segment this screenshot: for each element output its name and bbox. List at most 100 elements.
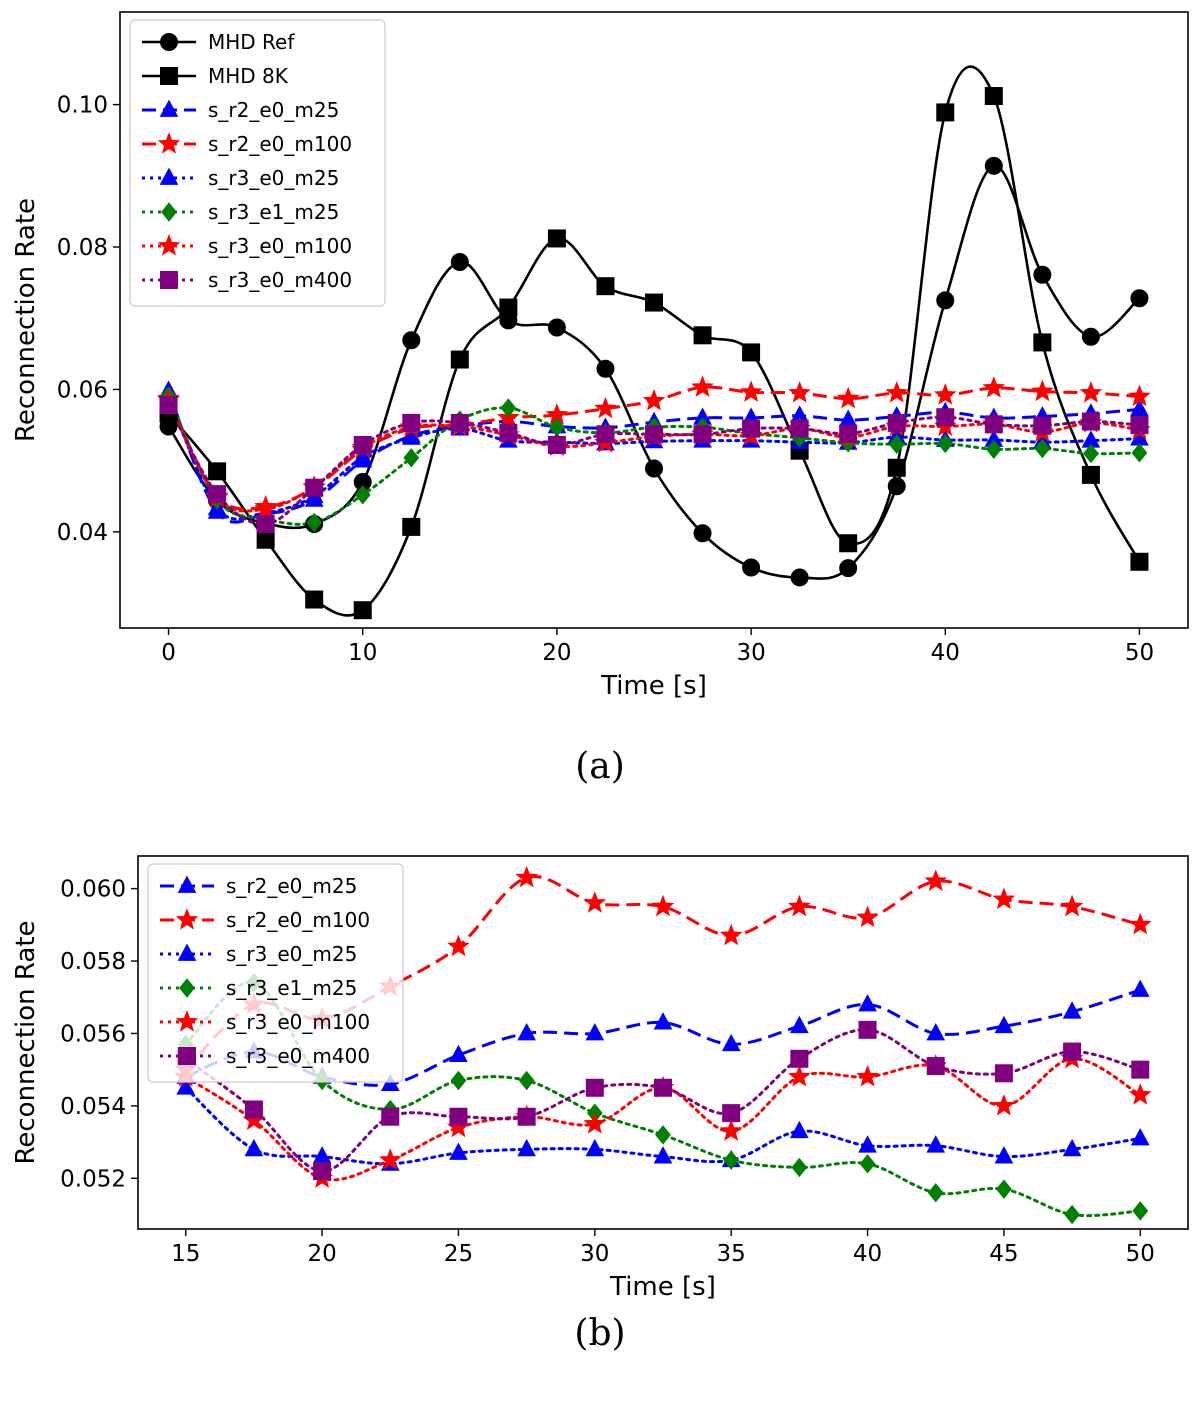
data-point [515,865,538,888]
data-point [691,375,714,397]
data-point [244,1138,264,1157]
data-point [1033,333,1052,352]
x-tick-label: 40 [931,640,960,666]
legend-label: MHD Ref [208,30,295,54]
data-point [654,1078,672,1097]
series-markers-mhd-8k [159,87,1149,620]
caption-b: (b) [574,1313,625,1354]
data-point [924,869,948,891]
y-tick-label: 0.056 [60,1021,126,1047]
caption-a: (a) [575,746,625,787]
legend-marker [159,167,179,185]
data-point [313,1162,332,1181]
data-point [306,512,323,533]
x-tick-label: 30 [736,640,765,666]
data-point [401,427,421,445]
data-point [1031,379,1054,402]
data-point [1130,979,1150,997]
data-point [1128,912,1152,935]
data-point [1083,443,1099,464]
data-point [642,388,666,411]
data-point [547,318,566,337]
legend-label: s_r3_e1_m25 [208,200,339,224]
legend-label: MHD 8K [208,64,289,88]
data-point [651,894,675,917]
data-point [1128,384,1151,407]
x-tick-label: 50 [1126,1241,1155,1267]
chart-panel-a: 0 10 20 30 40 50 0.04 0.06 0.08 0.10 Time [s] Recon… [11,11,1189,701]
data-point [693,524,712,543]
data-point [256,530,275,549]
data-point [994,1015,1014,1034]
data-point [653,1146,673,1164]
data-point [788,894,811,917]
legend-label: s_r3_e0_m25 [226,942,357,966]
data-point [353,601,372,620]
data-point [1081,327,1100,346]
data-point [836,386,860,409]
data-point [1033,265,1052,284]
axes-frame [119,11,1189,629]
data-point [926,1057,945,1076]
data-point [937,433,954,454]
data-point [517,1023,536,1041]
data-point [885,381,909,403]
data-point [936,291,955,310]
data-point [254,497,277,519]
data-point [517,1107,536,1126]
data-point [402,413,421,432]
y-tick-label: 0.054 [60,1094,126,1120]
data-point [791,1157,808,1178]
data-point [645,293,663,312]
series-markers-s-r3-e1-m25 [160,386,1148,533]
data-point [985,439,1002,459]
legend-marker [177,875,197,893]
data-point [450,1070,467,1091]
data-point [933,383,957,405]
data-point [887,477,906,496]
legend-marker [160,271,178,289]
legend-marker [161,202,177,222]
legend-label: s_r2_e0_m100 [208,132,352,156]
y-tick-label: 0.04 [57,520,108,546]
data-point [982,376,1006,398]
legend: MHD Ref MHD 8K s_r2_e0_m25 s_r2_e0_m100 s_r3… [129,19,386,307]
data-point [992,887,1016,910]
legend-marker [179,978,195,998]
data-point [402,517,421,536]
data-point [1128,1083,1152,1105]
data-point [518,1070,535,1091]
x-tick-label: 30 [580,1241,609,1267]
x-tick-label: 15 [171,1241,200,1267]
data-point [719,1119,743,1141]
data-point [380,1073,400,1092]
data-point [256,515,275,534]
data-point [305,590,324,609]
data-point [500,398,517,418]
y-tick-label: 0.052 [60,1166,126,1192]
data-point [693,326,712,345]
x-tick-label: 45 [989,1241,1018,1267]
data-point [244,1100,263,1119]
data-point [585,1023,605,1041]
data-point [450,350,469,369]
data-point [739,380,763,402]
legend-item-s-r3-e0-m400: s_r3_e0_m400 [142,268,352,292]
data-point [381,1107,400,1126]
data-point [596,359,615,378]
data-point [926,1135,946,1153]
data-point [790,568,809,587]
data-point [596,277,615,296]
legend-marker [175,1010,199,1032]
series-markers-s-r3-e0-m400 [159,396,1149,534]
data-point [984,87,1003,106]
legend: s_r2_e0_m25 s_r2_e0_m100 s_r3_e0_m25 s_r3_e… [147,863,404,1083]
data-point [305,478,324,497]
legend-marker [157,234,181,256]
x-tick-label: 10 [348,640,377,666]
legend-marker [157,132,181,154]
data-point [742,419,761,438]
data-point [859,1154,876,1174]
legend-marker [178,1047,196,1065]
legend-marker [160,33,178,51]
